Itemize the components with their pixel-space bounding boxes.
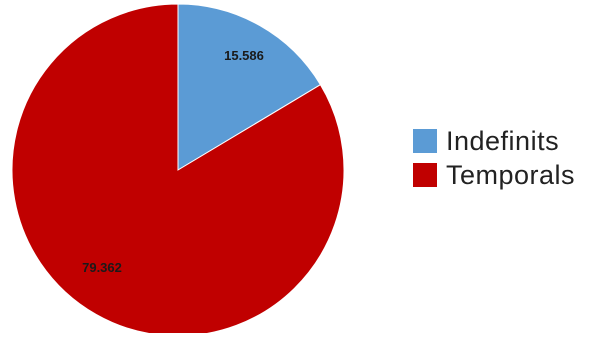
legend-label-indefinits: Indefinits xyxy=(446,125,560,156)
pie-slice-temporals xyxy=(11,3,345,337)
data-label-indefinits: 15.586 xyxy=(224,48,264,63)
legend: Indefinits Temporals xyxy=(413,124,575,192)
legend-label-temporals: Temporals xyxy=(446,159,576,190)
pie-slice-indefinits xyxy=(177,3,322,171)
legend-swatch-indefinits xyxy=(413,129,437,153)
data-label-temporals: 79.362 xyxy=(82,260,122,275)
legend-item-temporals: Temporals xyxy=(413,158,575,192)
legend-item-indefinits: Indefinits xyxy=(413,124,575,158)
legend-swatch-temporals xyxy=(413,163,437,187)
